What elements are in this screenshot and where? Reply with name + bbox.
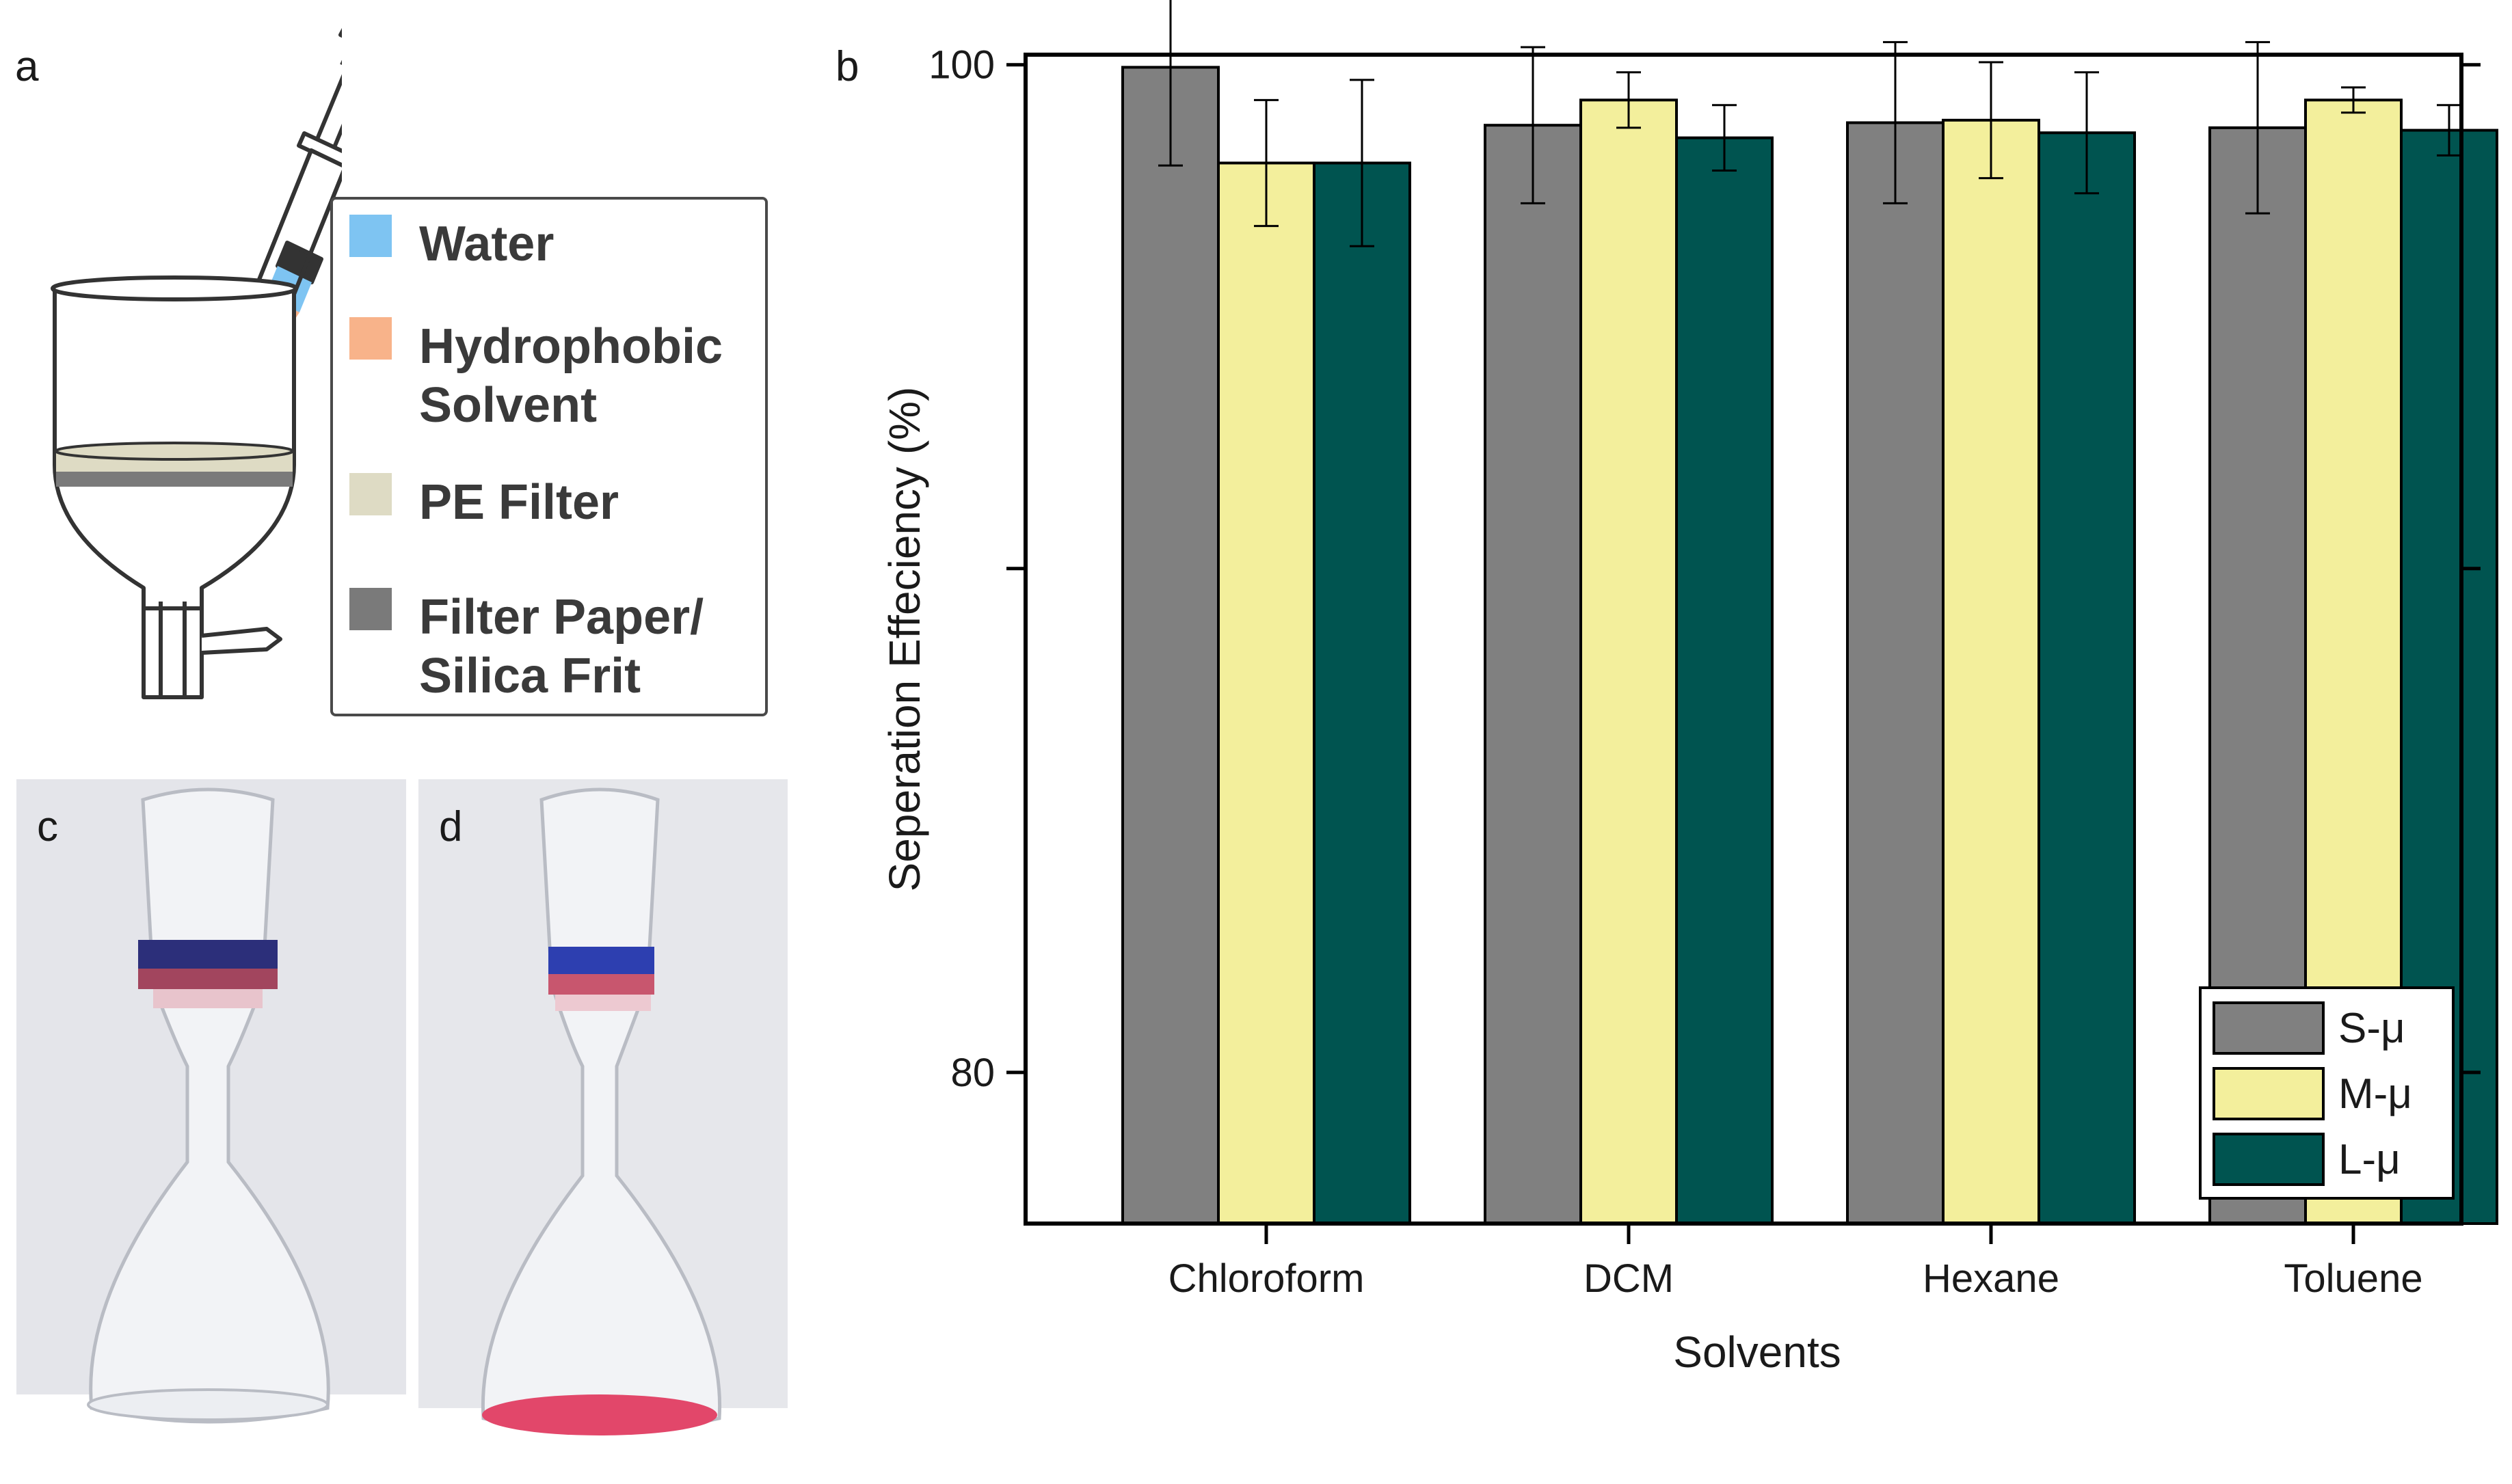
legend-label-filter-paper: Filter Paper/ Silica Frit bbox=[419, 590, 704, 703]
bar-chart: Chloroform DCM Hexane Toluene 80 100 Solvents S… bbox=[880, 0, 2498, 1377]
solvent-swatch bbox=[349, 317, 392, 360]
bar-2-1 bbox=[1942, 118, 2040, 1225]
bar-2-0 bbox=[1846, 121, 1945, 1226]
filter-paper-swatch bbox=[349, 588, 392, 630]
panel-label-d: d bbox=[439, 803, 463, 850]
legend-label-pe-filter: PE Filter bbox=[419, 475, 619, 530]
pe-filter-swatch bbox=[349, 473, 392, 515]
funnel-syringe-illustration bbox=[51, 27, 342, 699]
photo-c: c bbox=[16, 779, 406, 1453]
y-axis-label: Seperation Effeciency (%) bbox=[880, 387, 929, 892]
water-swatch bbox=[349, 215, 392, 257]
legend-item-solvent: Hydrophobic Solvent bbox=[349, 317, 723, 435]
panel-label-b: b bbox=[836, 43, 859, 90]
legend-label-1: M-μ bbox=[2338, 1070, 2412, 1118]
legend-label-0: S-μ bbox=[2338, 1005, 2405, 1052]
plot-frame bbox=[1024, 53, 2463, 1226]
legend-swatch-1 bbox=[2213, 1067, 2325, 1120]
flask-c-image bbox=[16, 787, 406, 1453]
funnel-icon bbox=[51, 275, 298, 699]
panel-label-a: a bbox=[15, 43, 39, 90]
legend-swatch-0 bbox=[2213, 1001, 2325, 1055]
panel-a-legend: Water Hydrophobic Solvent PE Filter Filt… bbox=[330, 197, 768, 716]
y-tick-label-2: 100 bbox=[928, 43, 995, 87]
y-tick-label-0: 80 bbox=[950, 1051, 995, 1095]
legend-swatch-2 bbox=[2213, 1133, 2325, 1186]
photo-d: d bbox=[418, 779, 788, 1466]
x-tick-label-1: DCM bbox=[1584, 1256, 1674, 1301]
legend-label-water: Water bbox=[419, 217, 554, 271]
bar-1-2 bbox=[1675, 136, 1774, 1226]
legend-item-water: Water bbox=[349, 215, 554, 273]
x-tick-label-3: Toluene bbox=[2284, 1256, 2422, 1301]
x-tick-label-2: Hexane bbox=[1923, 1256, 2059, 1301]
x-axis-label: Solvents bbox=[1673, 1327, 1841, 1377]
flask-d-image bbox=[418, 787, 788, 1466]
legend-label-2: L-μ bbox=[2338, 1136, 2401, 1183]
bar-0-2 bbox=[1313, 161, 1411, 1225]
bar-0-1 bbox=[1217, 161, 1315, 1225]
bar-1-0 bbox=[1484, 124, 1582, 1225]
legend-label-solvent: Hydrophobic Solvent bbox=[419, 319, 723, 433]
legend-item-filter-paper: Filter Paper/ Silica Frit bbox=[349, 588, 704, 705]
bar-1-1 bbox=[1579, 98, 1678, 1226]
legend-item-pe-filter: PE Filter bbox=[349, 473, 619, 532]
bar-2-2 bbox=[2037, 131, 2136, 1225]
panel-label-c: c bbox=[37, 803, 58, 850]
x-tick-label-0: Chloroform bbox=[1168, 1256, 1365, 1301]
bar-0-0 bbox=[1121, 66, 1220, 1225]
